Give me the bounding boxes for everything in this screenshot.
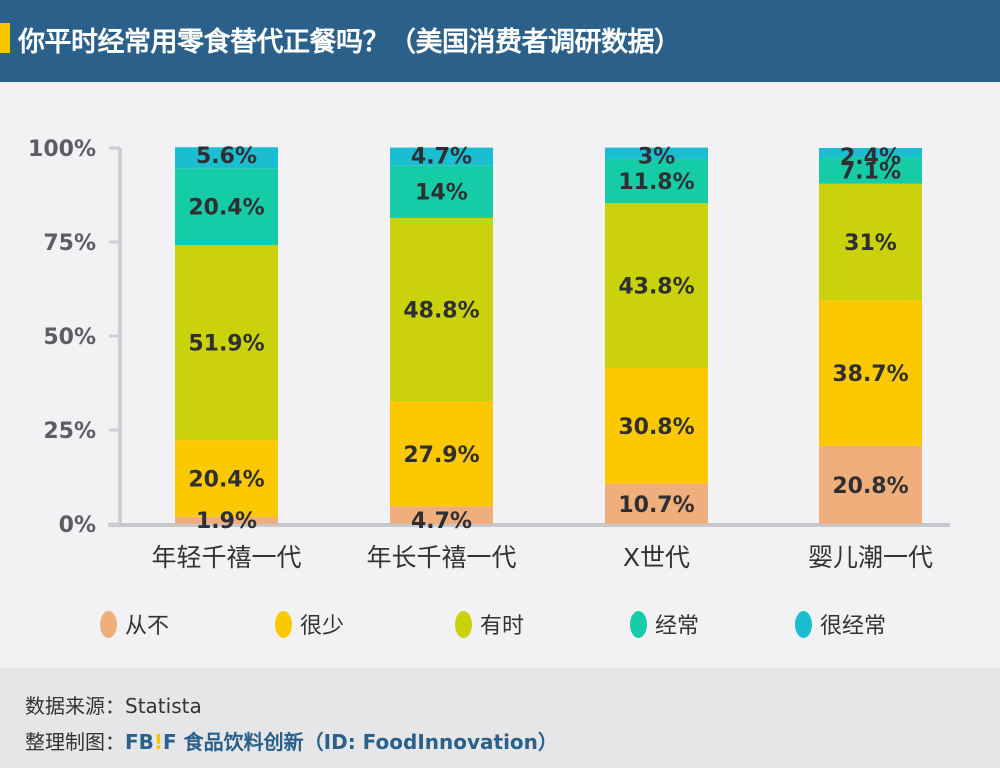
- bar-segment: [175, 168, 278, 246]
- credit-line: 整理制图：FB!F 食品饮料创新（ID: FoodInnovation）: [25, 726, 558, 755]
- x-tick-label: 婴儿潮一代: [808, 543, 933, 572]
- bar-data-label: 38.7%: [832, 362, 908, 387]
- legend-swatch-icon: [795, 610, 812, 638]
- bar-data-label: 48.8%: [403, 299, 479, 324]
- legend-label: 有时: [480, 614, 525, 639]
- bar-segment: [605, 367, 708, 484]
- bar-data-label: 2.4%: [840, 145, 901, 170]
- bar-segment: [390, 165, 493, 218]
- bar-data-label: 10.7%: [618, 493, 694, 518]
- brand-f: F: [163, 730, 177, 754]
- credit-label: 整理制图：: [25, 730, 125, 754]
- legend-label: 从不: [125, 614, 170, 639]
- y-tick-label: 25%: [43, 419, 96, 444]
- brand-fb: FB: [125, 730, 154, 754]
- legend-swatch-icon: [455, 610, 472, 638]
- chart-title: 你平时经常用零食替代正餐吗？（美国消费者调研数据）: [18, 27, 681, 58]
- bar-segment: [175, 147, 278, 169]
- legend-item: 有时: [455, 608, 524, 640]
- bar-segment: [605, 203, 708, 368]
- y-tick-label: 0%: [59, 513, 96, 538]
- y-tick-label: 100%: [28, 137, 96, 162]
- bar-data-label: 11.8%: [618, 170, 694, 195]
- source-value: Statista: [125, 694, 202, 718]
- bar-segment: [390, 506, 493, 524]
- bar-data-label: 3%: [638, 145, 675, 170]
- x-tick-label: 年长千禧一代: [366, 543, 516, 572]
- bar-data-label: 1.9%: [196, 509, 257, 534]
- bar-segment: [605, 158, 708, 204]
- bar-data-label: 4.7%: [411, 509, 472, 534]
- bar-data-label: 7.1%: [840, 159, 901, 184]
- bar-segment: [819, 148, 922, 158]
- legend-swatch-icon: [630, 610, 647, 638]
- bar-data-label: 20.4%: [188, 196, 264, 221]
- brand-bang: !: [153, 730, 164, 754]
- bar-segment: [175, 440, 278, 517]
- legend-label: 很少: [300, 614, 345, 639]
- bar-segment: [819, 445, 922, 524]
- bar-segment: [605, 147, 708, 159]
- chart-legend: 从不 很少 有时 经常 很经常: [0, 608, 1000, 644]
- bar-segment: [819, 183, 922, 301]
- source-label: 数据来源：: [25, 694, 125, 718]
- y-tick-label: 75%: [43, 231, 96, 256]
- bar-segment: [605, 483, 708, 524]
- legend-swatch-icon: [100, 610, 117, 638]
- bar-data-label: 27.9%: [403, 443, 479, 468]
- y-tick-label: 50%: [43, 325, 96, 350]
- bar-data-label: 43.8%: [618, 275, 694, 300]
- title-accent-mark: [0, 23, 10, 53]
- legend-label: 很经常: [820, 614, 887, 639]
- legend-swatch-icon: [275, 610, 292, 638]
- legend-item: 很经常: [795, 608, 886, 640]
- legend-label: 经常: [655, 614, 700, 639]
- header-bar: 你平时经常用零食替代正餐吗？（美国消费者调研数据）: [0, 0, 1000, 82]
- bar-data-label: 20.4%: [188, 468, 264, 493]
- legend-item: 很少: [275, 608, 344, 640]
- bar-data-label: 51.9%: [188, 332, 264, 357]
- bar-data-label: 31%: [844, 231, 897, 256]
- bar-segment: [390, 217, 493, 402]
- x-tick-label: 年轻千禧一代: [151, 543, 301, 572]
- bar-segment: [175, 245, 278, 441]
- bar-data-label: 20.8%: [832, 474, 908, 499]
- bar-segment: [819, 300, 922, 446]
- source-line: 数据来源：Statista: [25, 690, 202, 719]
- brand-logo: FB!F 食品饮料创新（ID: FoodInnovation）: [125, 730, 558, 754]
- x-tick-label: X世代: [623, 543, 690, 572]
- legend-item: 经常: [630, 608, 699, 640]
- bar-segment: [390, 401, 493, 507]
- footer: 数据来源：Statista 整理制图：FB!F 食品饮料创新（ID: FoodI…: [0, 668, 1000, 768]
- bar-segment: [390, 147, 493, 166]
- bar-segment: [175, 516, 278, 524]
- credit-value: 食品饮料创新（ID: FoodInnovation）: [176, 730, 558, 754]
- bar-segment: [819, 157, 922, 184]
- stacked-bar-chart: 0% 25% 50% 75% 100% 1.9% 20.4% 51.9% 20.4% 5.6% 年…: [28, 137, 950, 572]
- bar-data-label: 5.6%: [196, 144, 257, 169]
- bar-data-label: 14%: [415, 181, 468, 206]
- bar-data-label: 4.7%: [411, 145, 472, 170]
- bar-data-label: 30.8%: [618, 415, 694, 440]
- legend-item: 从不: [100, 608, 169, 640]
